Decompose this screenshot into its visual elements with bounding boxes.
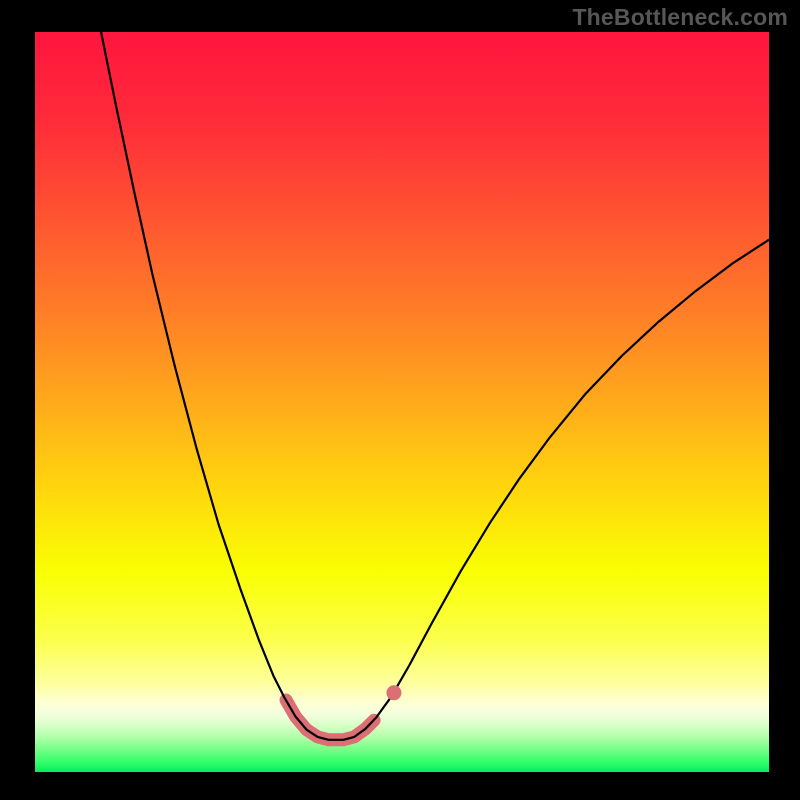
plot-area <box>35 32 769 772</box>
bottleneck-curve <box>35 32 769 772</box>
chart-root: TheBottleneck.com <box>0 0 800 800</box>
watermark-text: TheBottleneck.com <box>572 4 788 31</box>
data-marker <box>386 685 401 700</box>
bottleneck-line <box>101 32 769 740</box>
